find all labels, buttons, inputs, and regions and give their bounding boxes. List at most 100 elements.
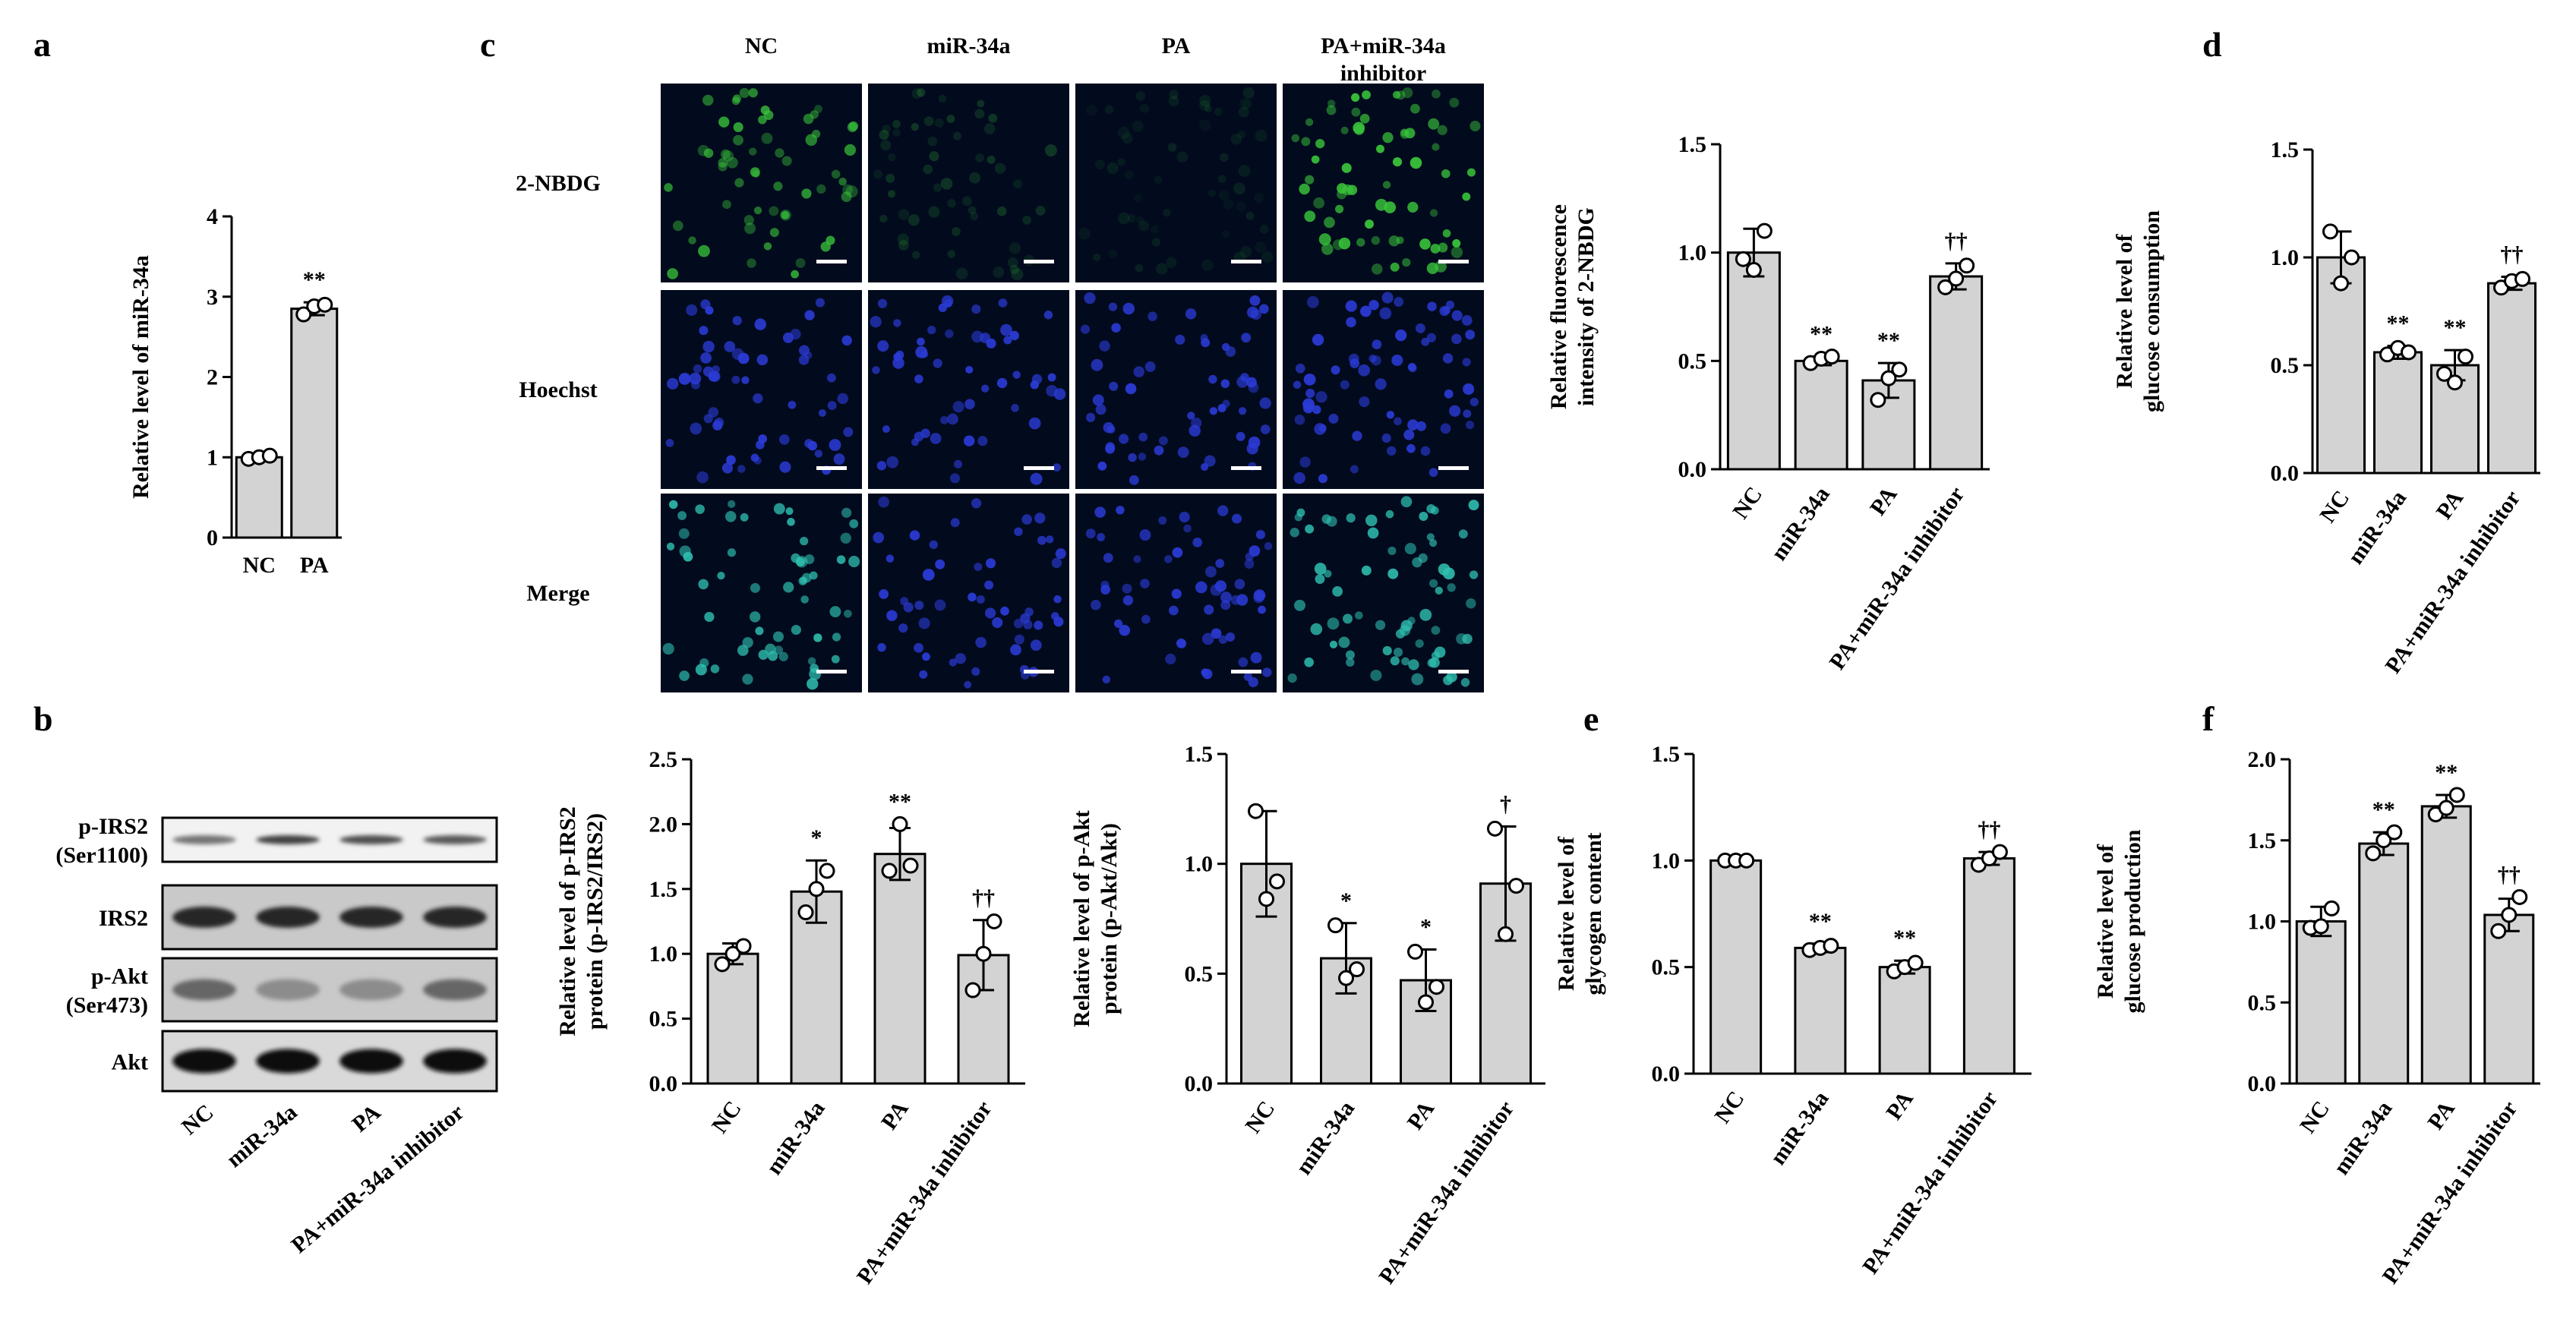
data-point — [2436, 365, 2452, 382]
cell-spot — [1452, 238, 1461, 248]
bar — [706, 952, 759, 1085]
cell-spot — [1218, 635, 1228, 645]
cell-spot — [1262, 667, 1272, 677]
cell-spot — [848, 556, 860, 568]
microscopy-grid: NC miR-34a PA PA+miR-34a inhibitor 2-NBDG Hoec… — [516, 33, 1484, 692]
cell-spot — [1338, 237, 1351, 250]
cell-spot — [800, 537, 809, 546]
cell-spot — [1140, 579, 1150, 588]
cell-spot — [927, 136, 938, 147]
panel-label-b: b — [33, 699, 53, 738]
cell-spot — [980, 384, 990, 393]
bar — [2358, 842, 2410, 1085]
category-label: NC — [1728, 482, 1767, 523]
y-tick-label: 1.5 — [1652, 742, 1681, 767]
cell-spot — [922, 652, 930, 661]
cell-spot — [1128, 453, 1137, 462]
bar — [1726, 251, 1781, 471]
cell-spot — [1094, 159, 1106, 170]
cell-spot — [1108, 302, 1118, 311]
cell-spot — [1201, 338, 1211, 348]
y-axis-label: intensity of 2-NBDG — [1574, 207, 1599, 406]
y-tick-label: 1.0 — [1652, 848, 1681, 873]
cell-spot — [1324, 216, 1335, 229]
data-point — [1508, 878, 1524, 894]
bar — [2295, 920, 2347, 1085]
cell-spot — [1009, 242, 1021, 254]
data-point — [261, 447, 278, 464]
data-point — [1891, 361, 1908, 378]
cell-spot — [787, 518, 795, 526]
cell-spot — [1014, 527, 1023, 536]
cell-spot — [1053, 595, 1062, 604]
cell-spot — [1129, 475, 1139, 485]
cell-spot — [758, 649, 769, 660]
cell-spot — [1370, 669, 1382, 681]
data-point — [964, 982, 981, 998]
cell-spot — [1315, 574, 1325, 585]
y-tick-label: 3 — [207, 285, 218, 310]
data-point — [2365, 845, 2382, 862]
cell-spot — [940, 178, 953, 190]
cell-spot — [753, 206, 762, 215]
cell-spot — [1326, 105, 1337, 115]
cell-spot — [1419, 238, 1431, 250]
cell-spot — [880, 140, 892, 151]
y-tick-label: 0.0 — [1185, 1071, 1214, 1096]
cell-spot — [1315, 391, 1327, 403]
blot-band — [423, 907, 487, 928]
cell-spot — [779, 461, 791, 473]
y-tick-label: 2.0 — [2248, 747, 2277, 772]
cell-spot — [1264, 541, 1273, 550]
micro-image — [661, 84, 862, 282]
cell-spot — [1199, 99, 1210, 111]
micro-background — [1283, 290, 1484, 489]
cell-spot — [1236, 431, 1245, 441]
cell-spot — [1318, 233, 1331, 246]
cell-spot — [933, 183, 942, 192]
micro-background — [868, 494, 1069, 692]
micro-background — [661, 494, 862, 692]
panel-label-d: d — [2202, 25, 2222, 64]
cell-spot — [887, 190, 896, 198]
cell-spot — [968, 592, 977, 602]
y-tick-label: 0.5 — [649, 1007, 678, 1032]
cell-spot — [1318, 424, 1327, 432]
cell-spot — [717, 572, 725, 580]
blot-band — [172, 979, 236, 1001]
cell-spot — [1211, 628, 1222, 639]
blot-band — [256, 979, 320, 1001]
cell-spot — [731, 348, 744, 361]
cell-spot — [1141, 614, 1151, 624]
cell-spot — [1148, 311, 1157, 321]
cell-spot — [1407, 201, 1419, 213]
chart-p-irs2: 0.0 0.5 1.0 1.5 2.0 2.5 Relative level of p-IR… — [555, 747, 1025, 1289]
cell-spot — [1444, 389, 1454, 399]
cell-spot — [1010, 644, 1021, 656]
cell-spot — [1351, 107, 1361, 117]
cell-spot — [1202, 668, 1213, 680]
category-label: NC — [1709, 1087, 1749, 1128]
cell-spot — [1449, 405, 1461, 417]
cell-spot — [1242, 87, 1255, 99]
cell-spot — [1240, 246, 1252, 258]
bar — [1794, 359, 1848, 471]
cell-spot — [831, 655, 840, 664]
y-axis-label: Relative level of — [2112, 233, 2137, 388]
cell-spot — [1299, 456, 1311, 468]
cell-spot — [1034, 620, 1043, 630]
category-label: miR-34a — [2343, 486, 2411, 569]
cell-spot — [1176, 639, 1186, 648]
cell-spot — [1116, 506, 1125, 515]
cell-spot — [739, 87, 750, 99]
cell-spot — [1118, 212, 1130, 225]
cell-spot — [971, 667, 980, 677]
blot-row-label: IRS2 — [99, 906, 148, 931]
cell-spot — [1215, 559, 1225, 568]
cell-spot — [1030, 472, 1043, 485]
cell-spot — [898, 623, 908, 633]
scale-bar — [1231, 466, 1261, 470]
cell-spot — [1407, 363, 1416, 371]
micro-image — [868, 84, 1069, 282]
cell-spot — [1171, 588, 1182, 599]
